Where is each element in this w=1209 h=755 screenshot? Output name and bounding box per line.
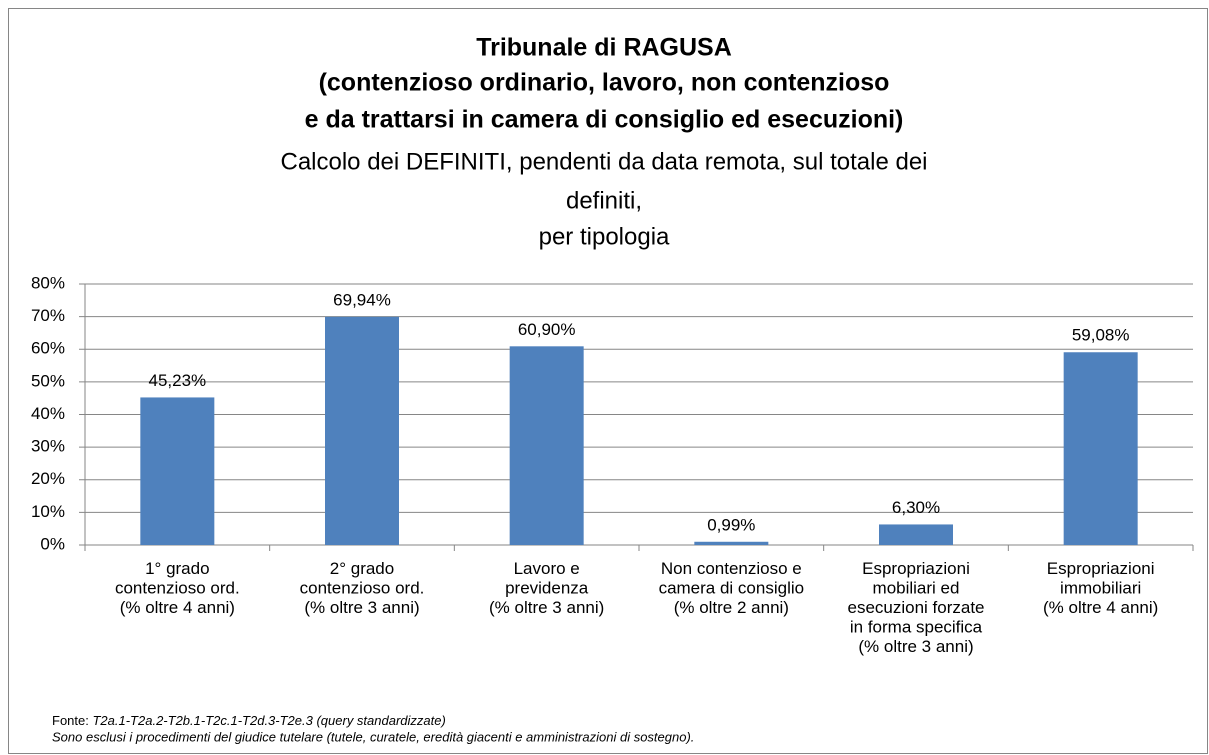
chart-title: Tribunale di RAGUSA — [476, 34, 732, 62]
x-tick-label-line: contenzioso ord. — [300, 579, 425, 598]
x-tick-label-line: (% oltre 4 anni) — [120, 598, 235, 617]
y-tick-label: 30% — [31, 437, 65, 456]
y-tick-label: 10% — [31, 502, 65, 521]
chart-subtitle: definiti, — [566, 187, 642, 214]
x-tick-label-line: mobiliari ed — [873, 579, 960, 598]
data-label: 45,23% — [148, 371, 206, 390]
x-tick-label-line: Non contenzioso e — [661, 559, 802, 578]
x-tick-label-line: in forma specifica — [850, 618, 983, 637]
x-tick-label: Espropriazioni immobiliari (% oltre 4 anni… — [1043, 559, 1158, 617]
x-tick-label-line: (% oltre 3 anni) — [489, 598, 604, 617]
x-tick-label-line: (% oltre 3 anni) — [858, 637, 973, 656]
bar — [325, 316, 399, 545]
x-tick-label-line: contenzioso ord. — [115, 579, 240, 598]
footer-note: Sono esclusi i procedimenti del giudice … — [52, 729, 694, 744]
x-tick-label-line: 2° grado — [330, 559, 394, 578]
y-tick-label: 80% — [31, 273, 65, 292]
chart-border — [8, 8, 1208, 754]
x-tick-label-line: esecuzioni forzate — [847, 598, 984, 617]
y-tick-label: 60% — [31, 339, 65, 358]
x-tick-label-line: Espropriazioni — [1047, 559, 1155, 578]
x-tick-label: Espropriazioni mobiliari ed esecuzioni for… — [847, 559, 984, 656]
y-tick-label: 20% — [31, 469, 65, 488]
x-tick-label-line: immobiliari — [1060, 579, 1141, 598]
x-tick-label: 2° grado contenzioso ord. (% oltre 3 anni) — [300, 559, 425, 617]
x-tick-label: Non contenzioso e camera di consiglio (% o… — [659, 559, 805, 617]
bar — [509, 346, 584, 545]
x-tick-label-line: (% oltre 4 anni) — [1043, 598, 1158, 617]
data-label: 60,90% — [518, 320, 576, 339]
chart-title: e da trattarsi in camera di consiglio ed… — [305, 106, 904, 134]
x-tick-label-line: Espropriazioni — [862, 559, 970, 578]
bar — [1063, 352, 1138, 545]
bar — [140, 397, 215, 545]
x-tick-label: Lavoro e previdenza (% oltre 3 anni) — [489, 559, 604, 617]
footer-source-text: T2a.1-T2a.2-T2b.1-T2c.1-T2d.3-T2e.3 (que… — [92, 713, 445, 728]
chart-subtitle: per tipologia — [539, 223, 670, 250]
data-label: 69,94% — [333, 290, 391, 309]
x-tick-label-line: (% oltre 3 anni) — [304, 598, 419, 617]
x-tick-label-line: (% oltre 2 anni) — [674, 598, 789, 617]
bar — [694, 541, 769, 545]
y-tick-label: 50% — [31, 371, 65, 390]
y-tick-label: 40% — [31, 404, 65, 423]
footer-source: Fonte: T2a.1-T2a.2-T2b.1-T2c.1-T2d.3-T2e… — [52, 713, 446, 728]
y-tick-label: 0% — [40, 534, 65, 553]
x-tick-label-line: previdenza — [505, 579, 589, 598]
footer-source-label: Fonte: — [52, 713, 89, 728]
data-label: 6,30% — [892, 498, 940, 517]
y-tick-label: 70% — [31, 306, 65, 325]
x-tick-label-line: camera di consiglio — [659, 579, 805, 598]
x-tick-label-line: Lavoro e — [514, 559, 580, 578]
x-tick-label-line: 1° grado — [145, 559, 209, 578]
data-label: 59,08% — [1072, 326, 1130, 345]
chart-subtitle: Calcolo dei DEFINITI, pendenti da data r… — [280, 148, 927, 175]
data-label: 0,99% — [707, 515, 755, 534]
chart-title: (contenzioso ordinario, lavoro, non cont… — [319, 69, 890, 97]
bar — [879, 524, 953, 545]
x-tick-label: 1° grado contenzioso ord. (% oltre 4 anni) — [115, 559, 240, 617]
